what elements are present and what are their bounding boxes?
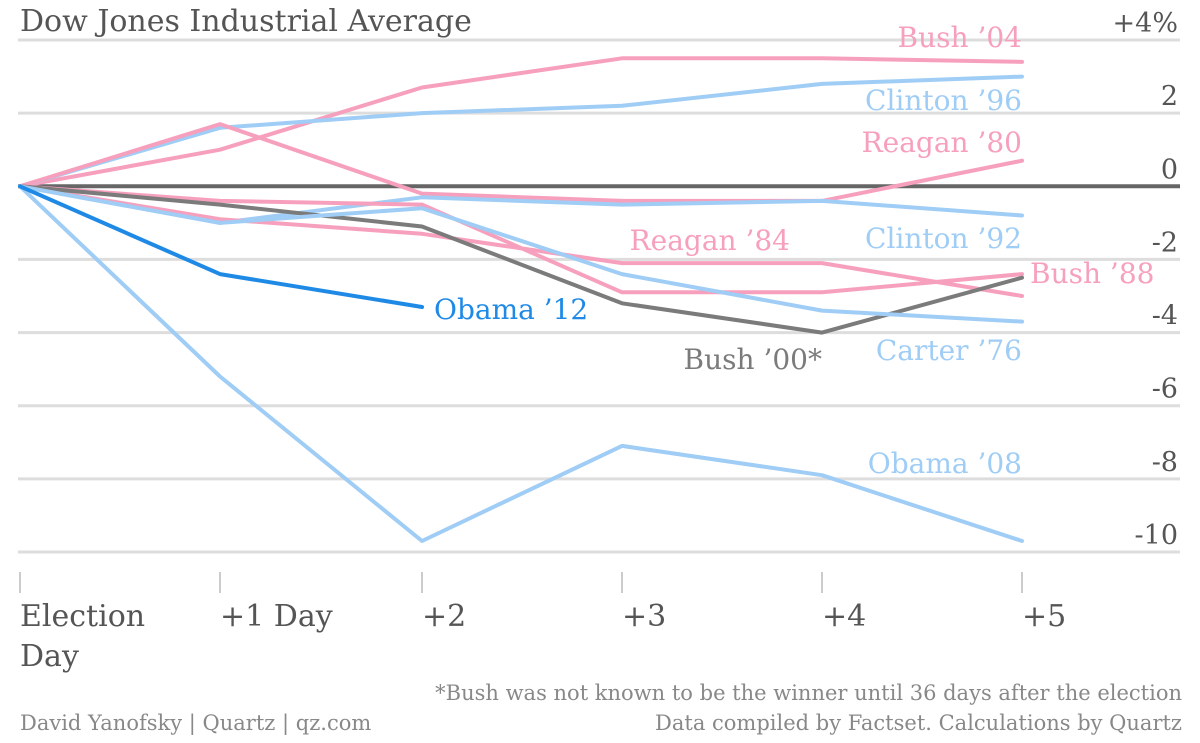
series-label: Carter ’76	[876, 334, 1022, 367]
x-tick-label: +4	[822, 599, 866, 634]
series-label: Clinton ’96	[865, 84, 1022, 117]
y-tick-label: 2	[1161, 81, 1178, 112]
series-line	[18, 122, 1024, 203]
y-tick-label: 0	[1161, 154, 1178, 185]
series-label: Reagan ’84	[630, 224, 790, 257]
series-label: Bush ’00*	[684, 343, 822, 376]
series-line	[18, 184, 1024, 335]
x-tick-label: +2	[422, 599, 466, 634]
y-tick-label: -8	[1152, 447, 1178, 478]
series-label: Bush ’88	[1030, 257, 1154, 290]
x-tick-label: +5	[1022, 599, 1066, 634]
series-line	[18, 74, 1024, 189]
series-line	[18, 184, 1024, 295]
x-tick-label: Election	[20, 599, 145, 634]
y-tick-label: -4	[1152, 301, 1178, 332]
series-label: Obama ’12	[434, 293, 588, 326]
series-label: Obama ’08	[868, 447, 1022, 480]
footnote: *Bush was not known to be the winner unt…	[435, 681, 1182, 705]
series-lines	[18, 56, 1024, 543]
series-labels: Bush ’04 Clinton ’96 Reagan ’80 Clinton ’92…	[434, 21, 1154, 480]
credit: David Yanofsky | Quartz | qz.com	[20, 711, 371, 736]
series-label: Clinton ’92	[865, 222, 1022, 255]
y-axis-ticks: +4% 2 0 -2 -4 -6 -8 -10	[1113, 8, 1178, 551]
series-label: Reagan ’80	[862, 126, 1022, 159]
x-tick-label-line2: Day	[20, 639, 79, 674]
series-line	[18, 184, 1024, 324]
y-tick-label: -6	[1152, 374, 1178, 405]
source-note: Data compiled by Factset. Calculations b…	[655, 711, 1182, 735]
series-line	[18, 184, 424, 309]
x-tick-label: +3	[622, 599, 666, 634]
x-axis: Election Day +1 Day +2 +3 +4 +5	[19, 572, 1066, 674]
chart-title: Dow Jones Industrial Average	[20, 4, 472, 39]
y-tick-label: -10	[1135, 520, 1178, 551]
series-line	[18, 56, 1024, 189]
series-line	[18, 184, 1024, 543]
series-label: Bush ’04	[898, 21, 1022, 54]
y-tick-label: -2	[1152, 227, 1178, 258]
y-tick-label: +4%	[1113, 8, 1178, 39]
x-tick-label: +1 Day	[220, 599, 333, 634]
